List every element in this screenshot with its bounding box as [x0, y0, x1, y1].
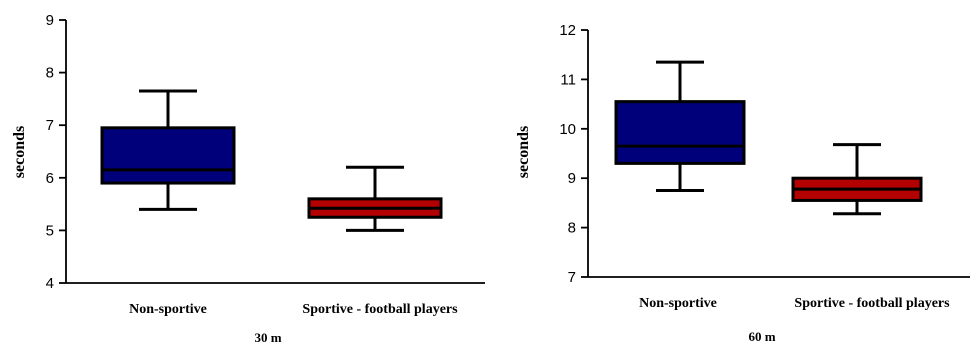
x-axis-label: 60 m [748, 329, 775, 344]
iqr-box [614, 100, 746, 165]
box-sportive [307, 165, 443, 232]
y-tick-label: 7 [46, 117, 54, 134]
y-axis-label: seconds [11, 126, 28, 178]
iqr-box [100, 126, 236, 185]
y-tick-label: 7 [568, 269, 576, 286]
chart-30m: seconds Non-sportive Sportive - football… [11, 12, 485, 345]
chart-60m: seconds Non-sportive Sportive - football… [515, 22, 970, 344]
category-label-non-sportive: Non-sportive [639, 296, 717, 311]
y-tick-label: 10 [559, 121, 576, 138]
y-tick-label: 6 [46, 170, 54, 187]
y-tick-label: 4 [46, 275, 54, 292]
y-tick-label: 9 [46, 12, 54, 29]
y-tick-label: 8 [46, 65, 54, 82]
category-label-non-sportive: Non-sportive [129, 302, 207, 317]
category-label-sportive: Sportive - football players [794, 296, 950, 311]
x-axis-label: 30 m [254, 330, 281, 345]
y-tick-label: 8 [568, 220, 576, 237]
category-label-sportive: Sportive - football players [302, 302, 458, 317]
y-tick-label: 11 [560, 71, 576, 88]
y-axis-label: seconds [515, 126, 532, 178]
y-tick-label: 12 [559, 22, 576, 39]
box-non-sportive [614, 60, 746, 193]
box-non-sportive [100, 89, 236, 211]
y-tick-label: 5 [46, 222, 54, 239]
y-tick-label: 9 [568, 170, 576, 187]
box-sportive [791, 143, 923, 216]
